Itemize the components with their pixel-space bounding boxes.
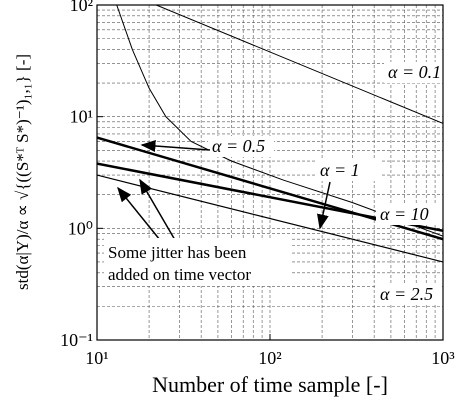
label-bg	[316, 160, 382, 181]
series-label: α = 10	[380, 204, 429, 224]
series-line	[116, 5, 443, 237]
label-bg	[208, 136, 274, 157]
series-line	[97, 174, 443, 263]
y-tick-label: 10⁻¹	[60, 330, 93, 350]
series-label: α = 0.1	[388, 62, 441, 82]
label-bg	[384, 62, 450, 83]
label-bg	[376, 284, 442, 305]
series-line	[156, 5, 443, 124]
x-tick-label: 10¹	[85, 348, 108, 368]
note-text: Some jitter has been	[108, 243, 247, 262]
series-label: α = 0.5	[212, 136, 265, 156]
note-bg	[104, 238, 292, 286]
y-tick-label: 10²	[70, 0, 93, 15]
annotation-arrow	[317, 181, 331, 230]
x-axis-label: Number of time sample [-]	[152, 372, 388, 397]
x-tick-label: 10³	[431, 348, 455, 368]
series-label: α = 2.5	[380, 284, 433, 304]
annotation-arrow	[140, 140, 211, 152]
annotation-arrow	[117, 186, 161, 241]
annotation-arrow	[139, 178, 176, 241]
note-text: added on time vector	[108, 265, 251, 284]
series-label: α = 1	[320, 160, 360, 180]
y-tick-label: 10¹	[70, 107, 93, 127]
plot-frame	[96, 4, 444, 341]
x-tick-label: 10²	[258, 348, 281, 368]
label-bg	[376, 204, 442, 225]
y-axis-label: std(α|Y)/α ∝ √{((S*ᵀ S*)⁻¹)₁,₁} [-]	[13, 54, 32, 290]
y-tick-label: 10⁰	[68, 218, 93, 238]
